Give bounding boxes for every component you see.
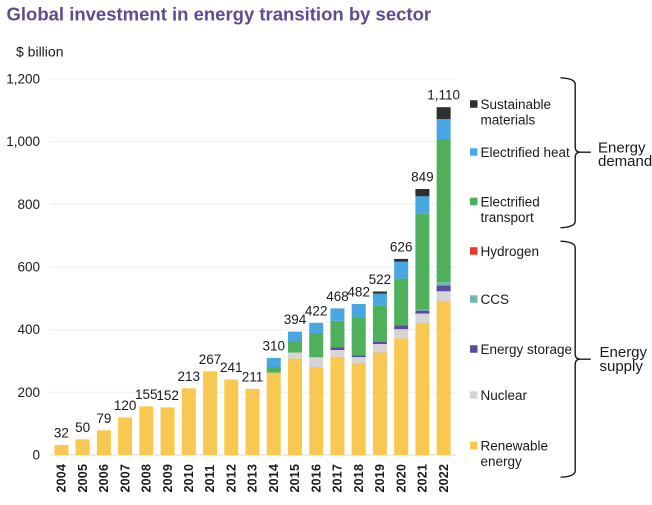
svg-text:626: 626 xyxy=(390,239,413,254)
svg-text:0: 0 xyxy=(32,448,40,463)
svg-text:120: 120 xyxy=(114,398,137,413)
svg-text:1,200: 1,200 xyxy=(6,72,40,87)
svg-text:50: 50 xyxy=(75,420,90,435)
svg-text:400: 400 xyxy=(17,322,40,337)
svg-text:1,000: 1,000 xyxy=(6,134,40,149)
svg-text:Global investment in energy tr: Global investment in energy transition b… xyxy=(7,4,432,25)
svg-text:79: 79 xyxy=(96,411,111,426)
svg-text:2007: 2007 xyxy=(118,464,132,493)
svg-text:800: 800 xyxy=(17,197,40,212)
svg-text:394: 394 xyxy=(284,312,307,327)
svg-text:522: 522 xyxy=(369,272,392,287)
svg-text:2009: 2009 xyxy=(161,464,175,493)
svg-text:468: 468 xyxy=(326,289,349,304)
svg-text:2019: 2019 xyxy=(373,464,387,493)
svg-text:2018: 2018 xyxy=(352,464,366,493)
svg-text:2016: 2016 xyxy=(309,464,323,493)
svg-text:supply: supply xyxy=(600,358,644,375)
svg-text:energy: energy xyxy=(481,454,523,469)
svg-text:200: 200 xyxy=(17,385,40,400)
svg-text:CCS: CCS xyxy=(481,292,510,307)
svg-text:2015: 2015 xyxy=(288,464,302,493)
svg-text:2004: 2004 xyxy=(55,464,69,493)
svg-text:Hydrogen: Hydrogen xyxy=(481,244,540,259)
svg-text:213: 213 xyxy=(178,369,201,384)
svg-text:Energy: Energy xyxy=(598,139,646,156)
svg-text:2020: 2020 xyxy=(394,464,408,493)
svg-text:2021: 2021 xyxy=(416,464,430,493)
svg-text:155: 155 xyxy=(135,387,158,402)
svg-text:Renewable: Renewable xyxy=(481,438,549,453)
svg-text:2010: 2010 xyxy=(182,464,196,493)
svg-text:Energy storage: Energy storage xyxy=(481,342,573,357)
svg-text:32: 32 xyxy=(54,426,69,441)
svg-text:1,110: 1,110 xyxy=(427,88,460,103)
svg-text:482: 482 xyxy=(347,285,370,300)
svg-text:267: 267 xyxy=(199,352,222,367)
svg-text:152: 152 xyxy=(156,388,179,403)
svg-text:materials: materials xyxy=(481,112,536,127)
svg-text:transport: transport xyxy=(481,210,535,225)
svg-text:310: 310 xyxy=(263,338,286,353)
svg-text:demand: demand xyxy=(598,153,652,170)
svg-text:Sustainable: Sustainable xyxy=(481,97,552,112)
svg-text:2022: 2022 xyxy=(437,464,451,493)
svg-text:211: 211 xyxy=(242,369,264,384)
svg-text:$ billion: $ billion xyxy=(16,44,63,60)
svg-text:849: 849 xyxy=(411,170,434,185)
svg-text:2008: 2008 xyxy=(140,464,154,493)
svg-text:2011: 2011 xyxy=(203,465,217,493)
svg-text:241: 241 xyxy=(220,360,243,375)
svg-text:Electrified: Electrified xyxy=(481,194,540,209)
svg-text:2013: 2013 xyxy=(246,464,260,493)
svg-text:2017: 2017 xyxy=(331,464,345,493)
svg-text:422: 422 xyxy=(305,303,328,318)
svg-text:2006: 2006 xyxy=(97,464,111,493)
svg-text:2012: 2012 xyxy=(225,464,239,493)
svg-text:Electrified heat: Electrified heat xyxy=(481,145,571,160)
svg-text:2014: 2014 xyxy=(267,464,281,493)
svg-text:Energy: Energy xyxy=(600,344,648,361)
svg-text:2005: 2005 xyxy=(76,464,90,493)
svg-text:Nuclear: Nuclear xyxy=(481,388,528,403)
svg-text:600: 600 xyxy=(17,260,40,275)
